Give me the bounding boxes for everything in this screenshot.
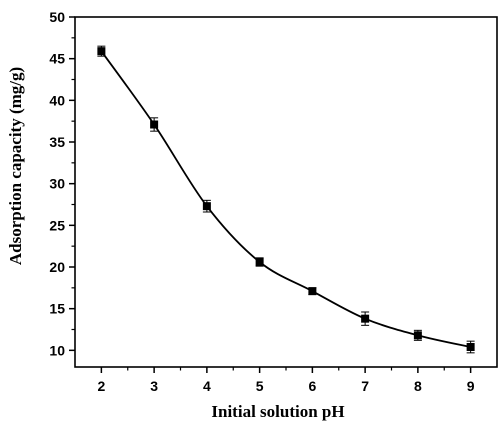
y-axis-title: Adsorption capacity (mg/g): [6, 67, 25, 265]
x-tick-label: 3: [150, 378, 158, 394]
error-bars: [97, 45, 475, 354]
x-tick-label: 6: [308, 378, 316, 394]
y-axis-ticks: 10 15 20 25 30 35 40 45 50: [49, 9, 75, 358]
data-point: [308, 287, 317, 296]
x-axis-title: Initial solution pH: [211, 402, 344, 421]
x-axis-ticks: 2 3 4 5 6 7 8 9: [97, 367, 475, 394]
data-point: [202, 202, 211, 211]
data-point: [150, 120, 159, 129]
y-tick-label: 35: [49, 134, 65, 150]
y-tick-label: 20: [49, 259, 65, 275]
x-tick-label: 2: [97, 378, 105, 394]
x-tick-label: 9: [467, 378, 475, 394]
y-tick-label: 40: [49, 92, 65, 108]
data-point: [466, 343, 475, 351]
y-tick-label: 10: [49, 342, 65, 358]
series-line-layer: [100, 50, 471, 348]
data-point: [255, 258, 264, 266]
data-points: [97, 47, 475, 351]
x-tick-label: 8: [414, 378, 422, 394]
plot-frame: [74, 16, 498, 368]
y-tick-label: 25: [49, 217, 65, 233]
x-tick-label: 4: [203, 378, 211, 394]
y-tick-label: 50: [49, 9, 65, 25]
series-line: [100, 50, 471, 348]
y-tick-label: 30: [49, 176, 65, 192]
x-tick-label: 5: [256, 378, 264, 394]
y-tick-label: 15: [49, 301, 65, 317]
plot-border: [74, 16, 498, 368]
x-tick-label: 7: [361, 378, 369, 394]
data-point: [413, 331, 422, 340]
data-point: [97, 47, 106, 56]
y-tick-label: 45: [49, 51, 65, 67]
data-point: [361, 314, 370, 323]
